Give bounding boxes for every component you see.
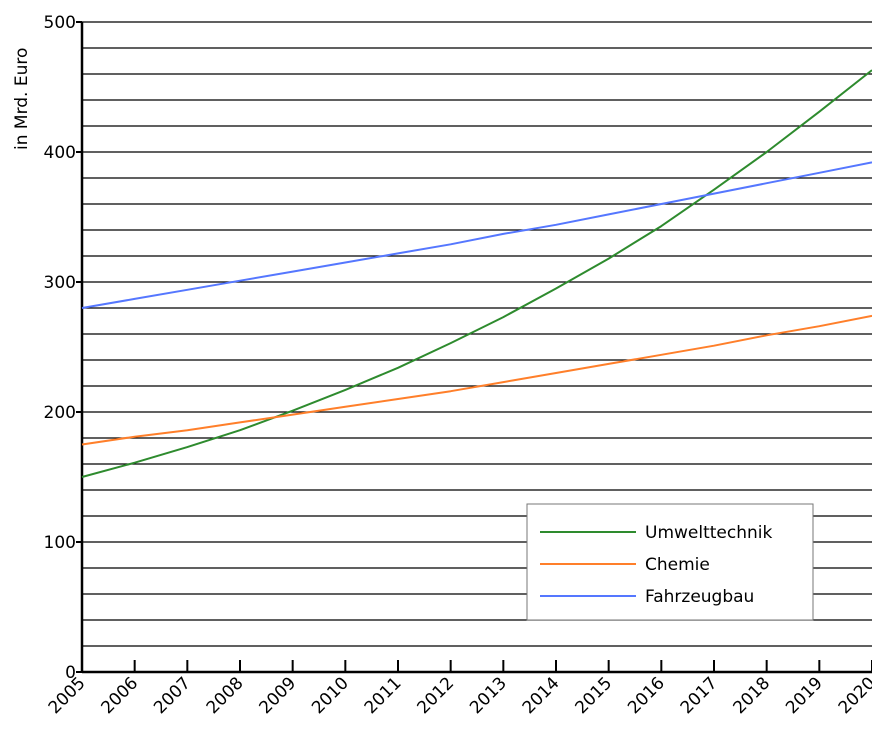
x-tick-label: 2016 xyxy=(624,673,669,718)
grid-lines xyxy=(82,21,872,647)
y-tick-label: 0 xyxy=(65,663,76,683)
axes xyxy=(80,22,872,674)
x-tick-labels: 2005 2006 2007 2008 2009 2010 2011 2012 2013 2014… xyxy=(45,660,872,718)
y-tick-label: 500 xyxy=(44,13,76,33)
y-tick-labels: 0 100 200 300 400 500 xyxy=(44,13,82,683)
series-line-umwelttechnik xyxy=(81,69,872,478)
x-tick-label: 2015 xyxy=(571,673,616,718)
x-tick-label: 2006 xyxy=(97,673,142,718)
y-tick-label: 200 xyxy=(44,403,76,423)
x-tick-label: 2013 xyxy=(466,673,511,718)
series-line-fahrzeugbau xyxy=(81,161,872,309)
legend-label: Umwelttechnik xyxy=(645,523,772,543)
legend-box xyxy=(526,503,814,621)
x-tick-label: 2010 xyxy=(308,673,353,718)
y-tick-label: 400 xyxy=(44,143,76,163)
y-tick-label: 300 xyxy=(44,273,76,293)
legend-label: Fahrzeugbau xyxy=(645,587,754,607)
x-tick-label: 2017 xyxy=(677,673,722,718)
x-tick-label: 2018 xyxy=(729,673,774,718)
x-tick-label: 2009 xyxy=(255,673,300,718)
series-line-chemie xyxy=(81,314,872,446)
legend: Umwelttechnik Chemie Fahrzeugbau xyxy=(526,503,814,621)
y-axis-label: in Mrd. Euro xyxy=(12,48,32,150)
x-tick-label: 2014 xyxy=(519,673,564,718)
x-tick-label: 2011 xyxy=(361,673,406,718)
x-tick-label: 2012 xyxy=(413,673,458,718)
x-tick-label: 2020 xyxy=(835,673,872,718)
series-lines xyxy=(81,69,872,478)
legend-label: Chemie xyxy=(645,555,710,575)
x-tick-label: 2008 xyxy=(203,673,248,718)
y-tick-label: 100 xyxy=(44,533,76,553)
x-tick-label: 2019 xyxy=(782,673,827,718)
x-tick-label: 2007 xyxy=(150,673,195,718)
